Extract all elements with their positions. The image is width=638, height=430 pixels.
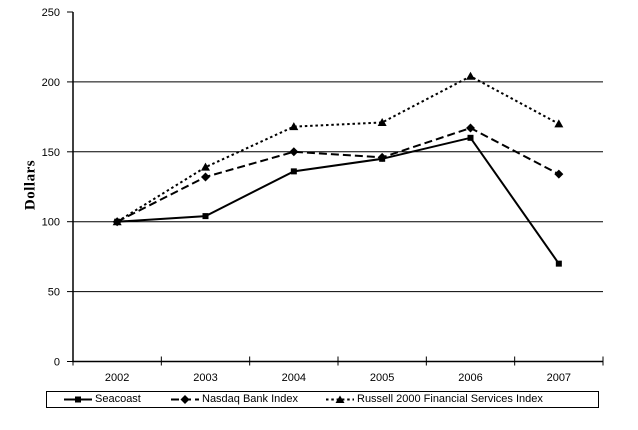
legend-label-russell-2000-financial-services-index: Russell 2000 Financial Services Index	[357, 393, 543, 405]
dotted-line-triangle-marker-icon	[326, 395, 354, 403]
series-marker-russell-2000-financial-services-index-2003	[201, 162, 210, 171]
dashed-line-diamond-marker-icon	[171, 395, 199, 404]
x-tick-label-2004: 2004	[282, 372, 306, 384]
series-line-seacoast	[117, 136, 560, 265]
series-line-russell-2000-financial-services-index	[116, 75, 560, 223]
series-marker-seacoast-2006	[467, 134, 474, 141]
legend-entry-russell-2000-financial-services-index: Russell 2000 Financial Services Index	[326, 392, 543, 407]
series-marker-nasdaq-bank-index-2005	[377, 152, 387, 162]
series-marker-seacoast-2007	[555, 260, 562, 267]
series-marker-russell-2000-financial-services-index-2006	[466, 71, 475, 80]
legend-label-nasdaq-bank-index: Nasdaq Bank Index	[202, 393, 299, 405]
series-marker-nasdaq-bank-index-2004	[289, 147, 299, 157]
series-marker-nasdaq-bank-index-2003	[201, 172, 210, 182]
series-marker-russell-2000-financial-services-index-2004	[289, 122, 299, 131]
series-marker-seacoast-2003	[202, 213, 209, 220]
x-tick-label-2006: 2006	[458, 372, 482, 384]
series-line-nasdaq-bank-index	[116, 126, 560, 223]
series-marker-nasdaq-bank-index-2007	[554, 169, 564, 179]
y-tick-label-250: 250	[42, 7, 60, 19]
x-tick-label-2003: 2003	[193, 372, 217, 384]
y-tick-label-150: 150	[42, 147, 60, 159]
solid-line-square-marker-icon	[64, 396, 92, 403]
series-marker-seacoast-2004	[290, 168, 297, 175]
y-tick-label-200: 200	[42, 77, 60, 89]
legend: Seacoast Nasdaq Bank Index Russell 2000 …	[46, 391, 599, 408]
series-marker-russell-2000-financial-services-index-2007	[554, 119, 564, 128]
x-tick-label-2007: 2007	[547, 372, 571, 384]
series-marker-nasdaq-bank-index-2006	[466, 123, 475, 133]
series-marker-russell-2000-financial-services-index-2002	[112, 217, 122, 226]
y-tick-label-100: 100	[42, 217, 60, 229]
y-tick-label-50: 50	[48, 287, 60, 299]
legend-entry-seacoast: Seacoast	[64, 392, 141, 407]
x-tick-label-2002: 2002	[105, 372, 129, 384]
legend-label-seacoast: Seacoast	[95, 393, 141, 405]
x-tick-label-2005: 2005	[370, 372, 394, 384]
legend-entry-nasdaq-bank-index: Nasdaq Bank Index	[171, 392, 298, 407]
series-marker-russell-2000-financial-services-index-2005	[377, 117, 387, 126]
y-axis-title: Dollars	[22, 159, 39, 211]
y-tick-label-0: 0	[54, 357, 60, 369]
